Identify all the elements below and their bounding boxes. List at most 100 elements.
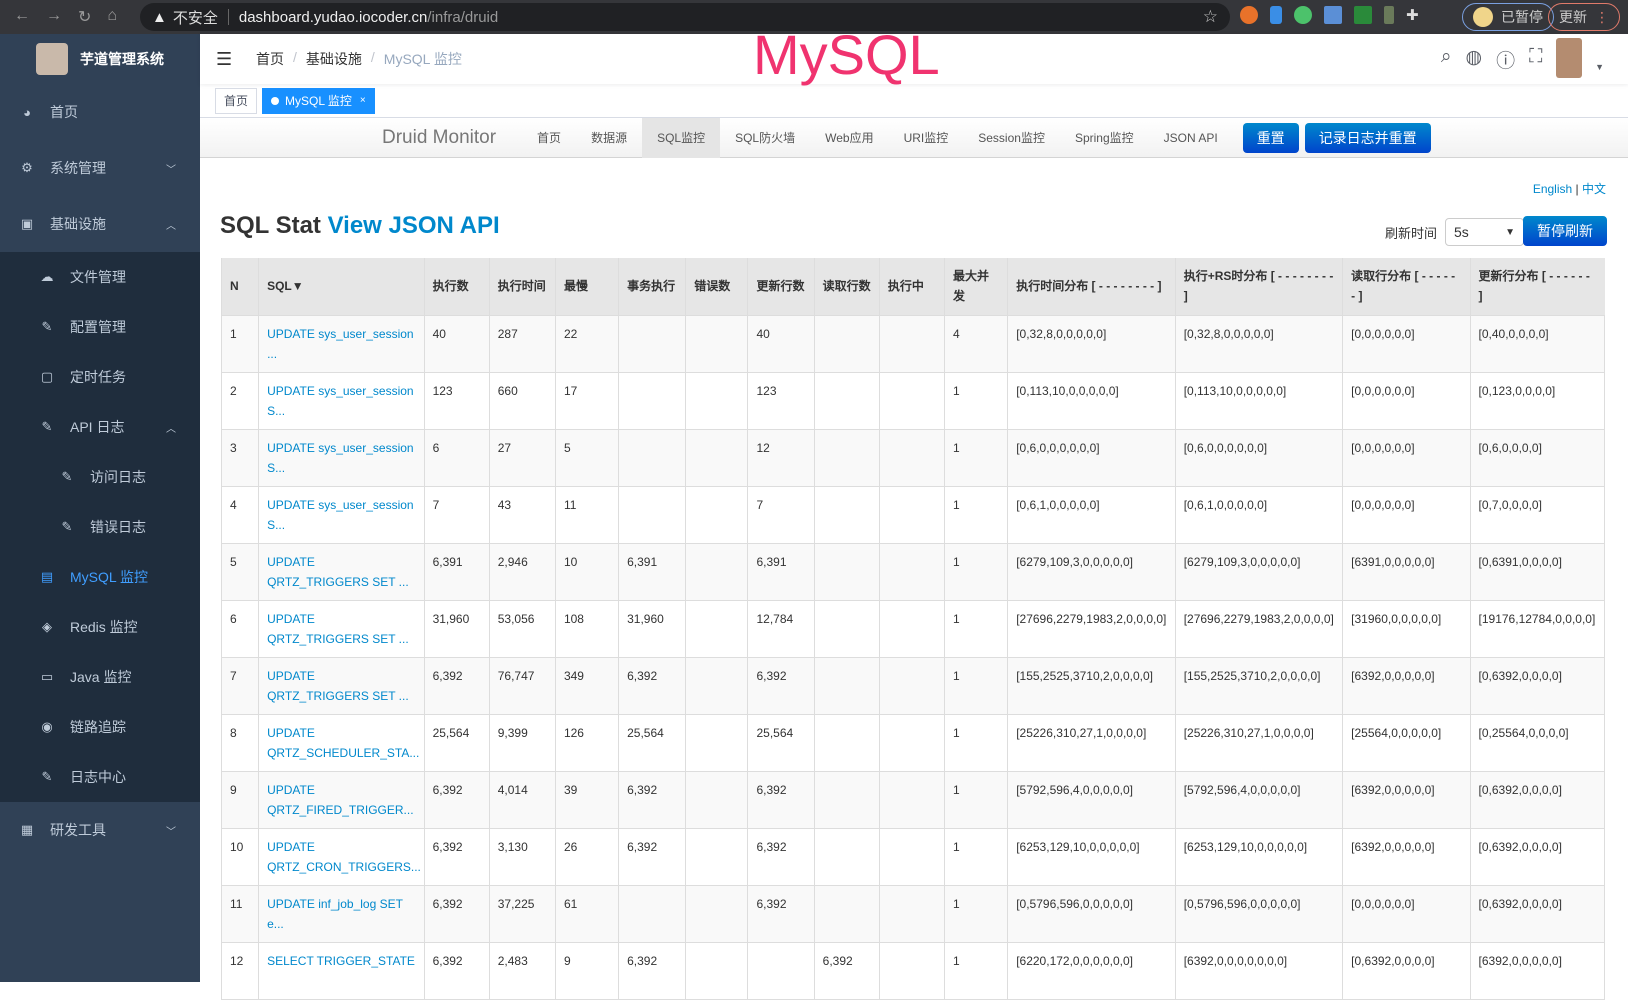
sidebar-item-system[interactable]: ⚙ 系统管理 ﹀ [21,160,176,176]
table-cell: UPDATE sys_user_session S... [258,428,425,487]
profile-button[interactable]: 已暂停 [1462,3,1554,31]
home-icon[interactable]: ⌂ [107,7,118,24]
breadcrumb-infra[interactable]: 基础设施 [305,51,362,67]
column-header[interactable]: SQL▼ [258,258,425,315]
extension-icon[interactable] [1270,6,1282,24]
log-reset-button[interactable]: 记录日志并重置 [1304,122,1431,153]
sidebar-item-infra[interactable]: ▣ 基础设施 ︿ [20,216,176,232]
sql-link[interactable]: UPDATE inf_job_log SET e... [267,896,403,931]
github-icon[interactable]: ◍ [1465,47,1483,68]
lang-english[interactable]: English [1532,182,1573,196]
sidebar-item-home[interactable]: ◕ 首页 [0,84,200,140]
sidebar-item-log-center[interactable]: ✎ 日志中心 [41,769,126,785]
breadcrumb-home[interactable]: 首页 [256,51,284,67]
table-cell: UPDATE QRTZ_SCHEDULER_STA... [258,713,425,772]
avatar[interactable] [1556,38,1582,78]
druid-nav-uri[interactable]: URI监控 [903,130,949,145]
table-cell: 7 [423,485,490,544]
back-icon[interactable]: ← [14,7,30,24]
sidebar-item-config[interactable]: ✎ 配置管理 [41,319,126,335]
sidebar-item-error-log[interactable]: ✎ 错误日志 [61,519,146,535]
update-button[interactable]: 更新 ⋮ [1548,3,1620,31]
job-icon: ▢ [40,369,54,384]
puzzle-icon[interactable]: ✚ [1406,7,1419,24]
druid-brand[interactable]: Druid Monitor [382,126,497,148]
reset-button[interactable]: 重置 [1242,122,1299,153]
refresh-interval-select[interactable]: 5s ▼ [1445,218,1524,246]
address-bar[interactable]: ▲ 不安全 dashboard.yudao.iocoder.cn/infra/d… [140,3,1230,31]
table-cell: [6392,0,0,0,0,0] [1342,827,1471,886]
table-cell [685,542,749,601]
fullscreen-icon[interactable]: ⛶ [1529,46,1543,67]
sql-link[interactable]: UPDATE QRTZ_TRIGGERS SET ... [267,611,409,646]
druid-nav-wall[interactable]: SQL防火墙 [735,130,796,145]
table-cell: [155,2525,3710,2,0,0,0,0] [1007,656,1176,715]
table-cell [685,371,749,430]
reload-icon[interactable]: ↻ [78,9,92,26]
caret-down-icon[interactable]: ▼ [1595,62,1604,72]
extension-icon[interactable] [1294,6,1312,24]
table-cell: 7 [220,656,260,715]
hamburger-icon[interactable]: ☰ [216,48,233,69]
chevron-down-icon: ﹀ [166,164,176,176]
sql-link[interactable]: UPDATE QRTZ_SCHEDULER_STA... [267,725,420,760]
druid-nav-home[interactable]: 首页 [537,130,562,145]
extension-icon[interactable] [1324,6,1342,24]
forward-icon[interactable]: → [46,7,62,24]
sql-link[interactable]: UPDATE sys_user_session S... [267,440,414,475]
sql-link[interactable]: UPDATE QRTZ_CRON_TRIGGERS... [267,839,421,874]
extension-icon[interactable] [1354,6,1372,24]
sidebar-item-tools[interactable]: ▦ 研发工具 ﹀ [20,822,176,838]
sql-link[interactable]: UPDATE sys_user_session ... [267,326,414,361]
table-cell: 2 [220,371,260,430]
table-cell: 6,392 [423,656,490,715]
sidebar-item-mysql[interactable]: ▤ MySQL 监控 [40,569,149,585]
tag-home[interactable]: 首页 [215,87,258,114]
view-json-api-link[interactable]: View JSON API [327,212,500,239]
sidebar-item-access-log[interactable]: ✎ 访问日志 [61,469,146,485]
sql-link[interactable]: UPDATE QRTZ_TRIGGERS SET ... [267,668,409,703]
druid-nav-json[interactable]: JSON API [1163,130,1218,145]
extension-icon[interactable] [1240,6,1258,24]
table-cell: 123 [747,371,815,430]
bookmark-star-icon[interactable]: ☆ [1202,7,1218,26]
help-icon[interactable]: ⓘ [1496,51,1516,72]
druid-nav-datasource[interactable]: 数据源 [591,130,628,145]
druid-nav-spring[interactable]: Spring监控 [1074,130,1134,145]
sql-link[interactable]: UPDATE QRTZ_TRIGGERS SET ... [267,554,409,589]
main: ☰ 首页/ 基础设施/ MySQL 监控 MySQL ⌕ ◍ ⓘ ⛶ T ▼ 首… [200,23,1628,1000]
table-cell: 6 [220,599,260,658]
sql-link[interactable]: UPDATE QRTZ_FIRED_TRIGGER... [267,782,414,817]
tag-mysql[interactable]: MySQL 监控 × [262,87,375,114]
sidebar-item-job[interactable]: ▢ 定时任务 [40,369,126,385]
table-cell [813,314,880,373]
sidebar-item-java[interactable]: ▭ Java 监控 [40,669,132,685]
insecure-label: 不安全 [172,9,218,27]
sidebar-logo[interactable]: 芋道管理系统 [0,34,200,84]
sidebar-item-api-log[interactable]: ✎ API 日志 ︿ [41,419,176,435]
pause-refresh-button[interactable]: 暂停刷新 [1523,216,1607,246]
druid-nav-sql[interactable]: SQL监控 [642,117,721,158]
mysql-overlay-label: MySQL [753,23,940,86]
sidebar-item-trace[interactable]: ◉ 链路追踪 [41,719,126,735]
table-cell: 6,392 [747,827,815,886]
table-cell: [155,2525,3710,2,0,0,0,0] [1174,656,1344,715]
druid-nav-session[interactable]: Session监控 [978,130,1045,145]
table-cell: 31,960 [618,599,687,658]
close-icon[interactable]: × [359,95,366,106]
sidebar-item-file[interactable]: ☁ 文件管理 [40,269,127,285]
search-icon[interactable]: ⌕ [1440,46,1452,67]
lang-chinese[interactable]: 中文 [1581,182,1606,196]
log-icon: ✎ [41,769,53,784]
table-cell: [0,5796,596,0,0,0,0,0] [1007,884,1176,943]
table-cell [618,884,687,943]
table-cell: 9 [554,941,620,1000]
sidebar-item-redis[interactable]: ◈ Redis 监控 [42,619,138,635]
sql-link[interactable]: UPDATE sys_user_session S... [267,383,414,418]
column-header: 事务执行 [618,258,686,315]
sql-link[interactable]: SELECT TRIGGER_STATE [267,953,415,968]
sql-link[interactable]: UPDATE sys_user_session S... [267,497,414,532]
extension-icon[interactable] [1384,6,1394,24]
table-cell [618,485,687,544]
druid-nav-web[interactable]: Web应用 [825,130,874,145]
